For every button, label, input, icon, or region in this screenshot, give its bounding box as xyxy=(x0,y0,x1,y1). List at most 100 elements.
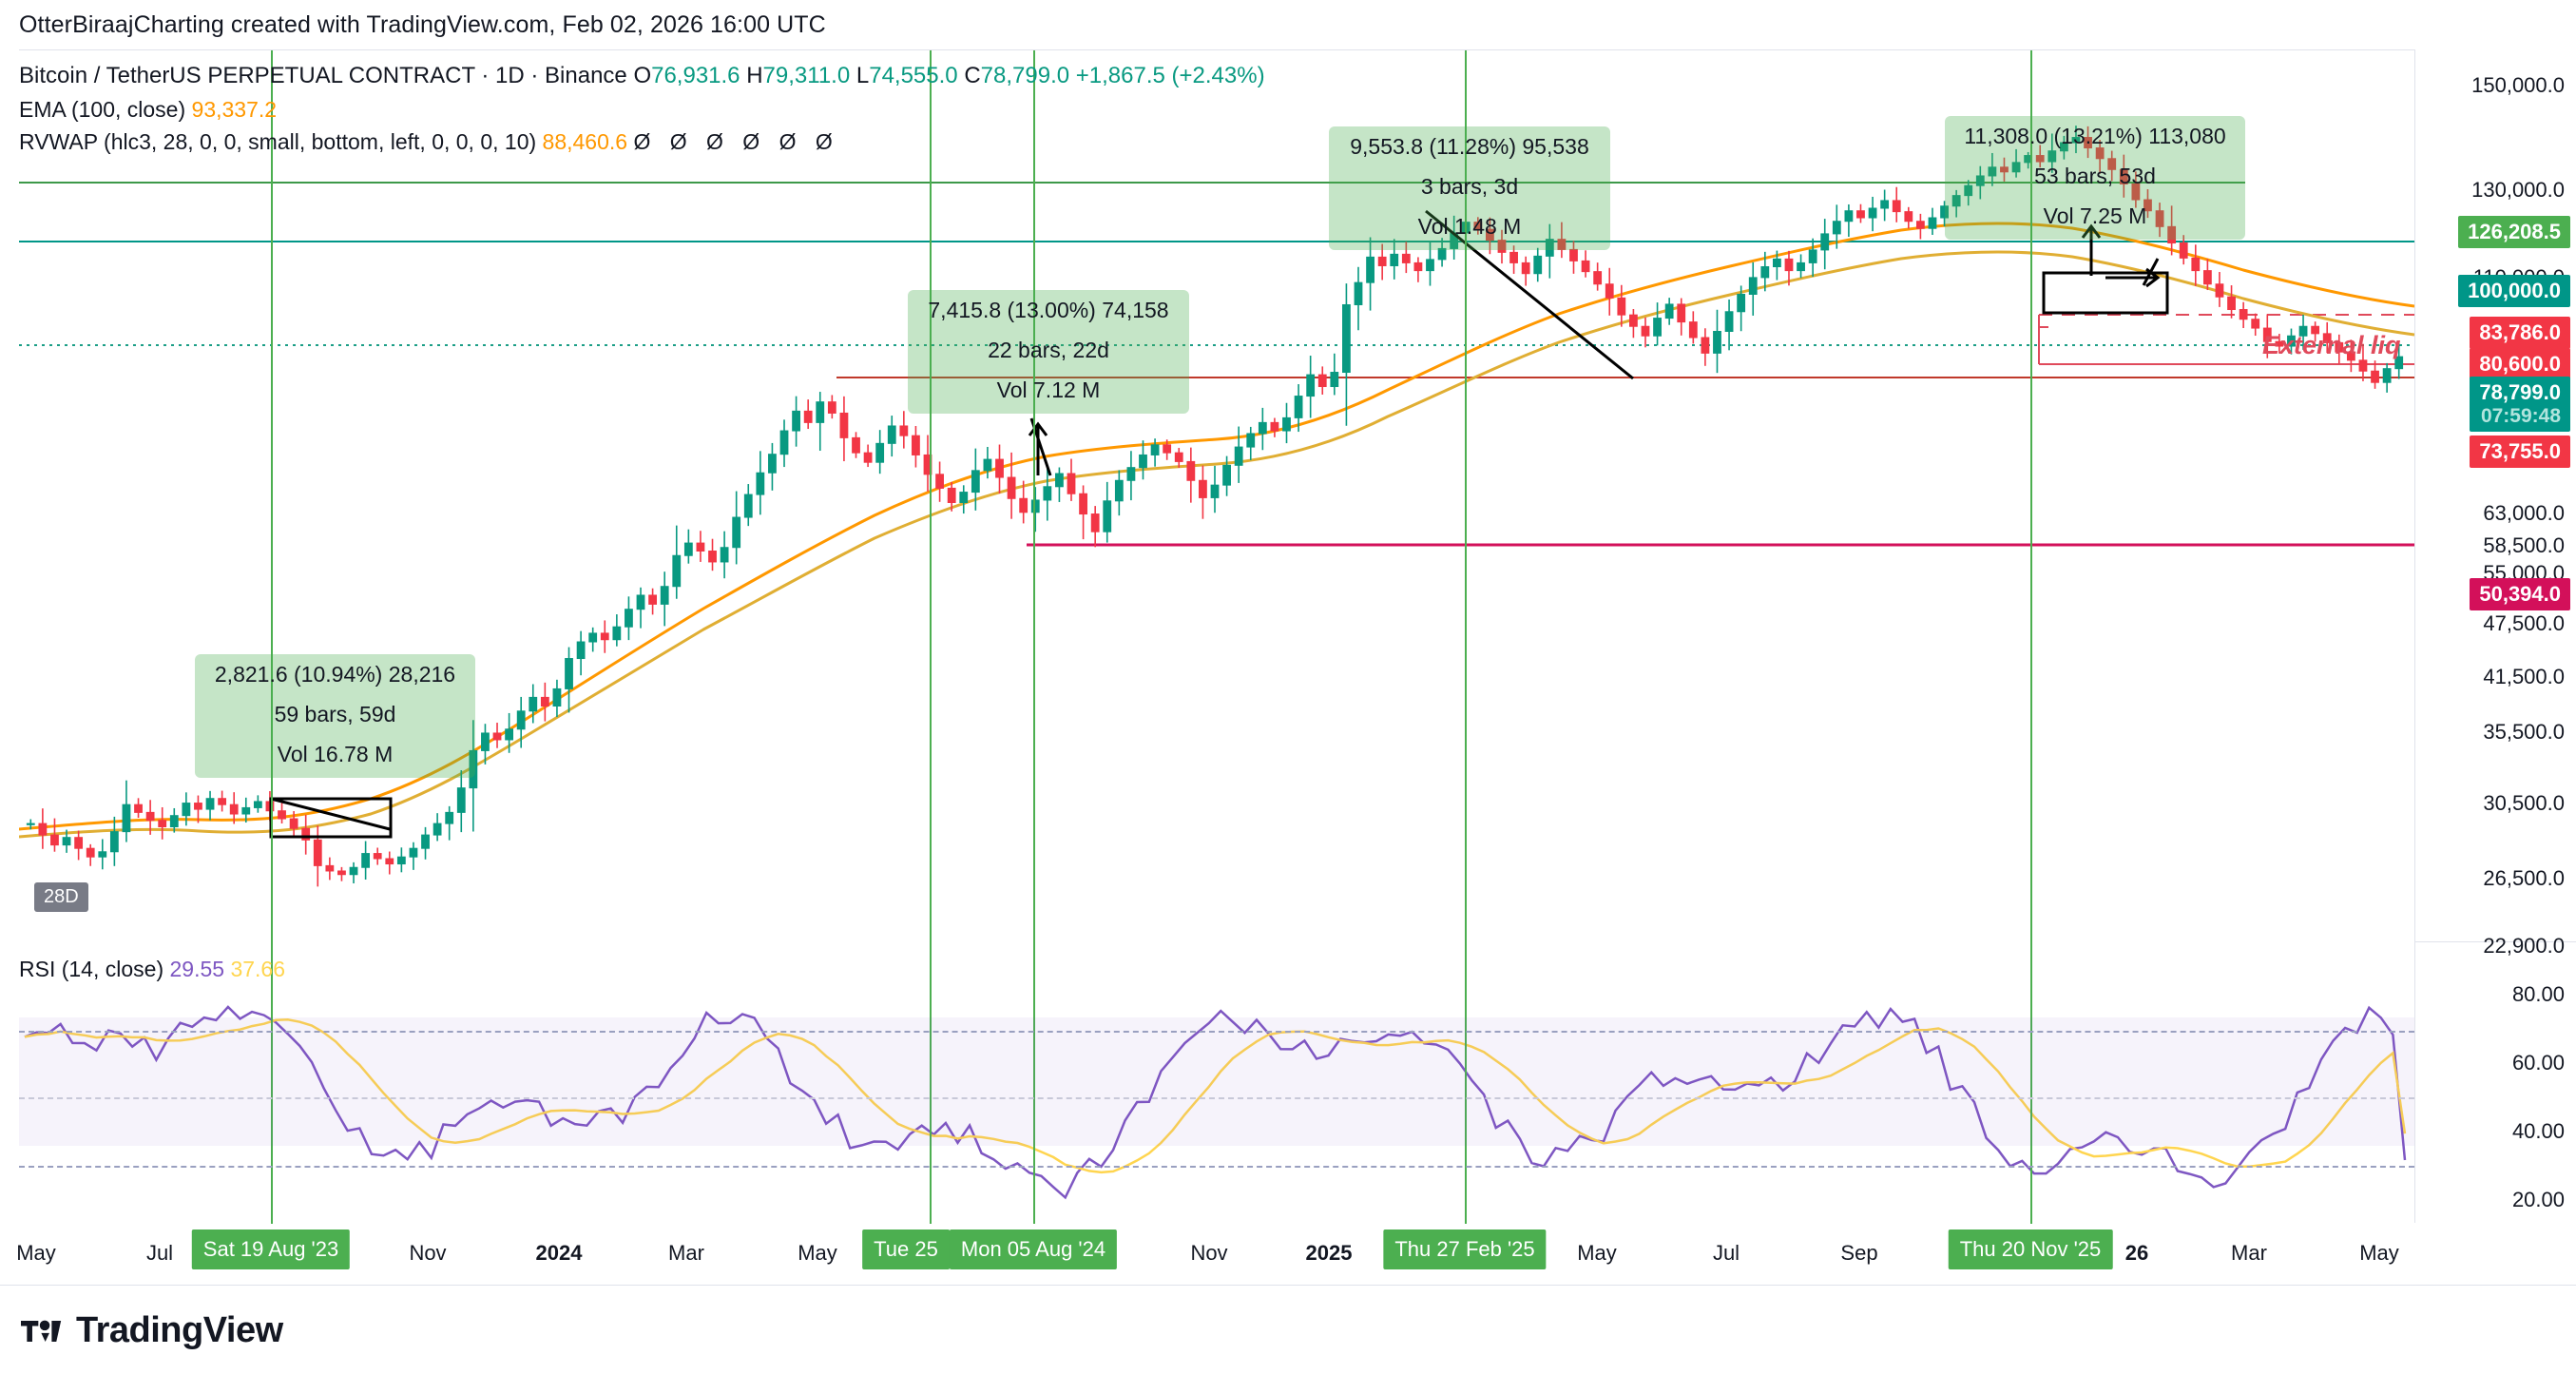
session-line-jun-2024 xyxy=(930,50,932,1224)
date-marker-tag[interactable]: Mon 05 Aug '24 xyxy=(949,1229,1118,1269)
rvwap-empty-values: Ø Ø Ø Ø Ø Ø xyxy=(633,129,839,154)
price-level-tag[interactable]: 50,394.0 xyxy=(2470,578,2570,610)
price-tick-label: 41,500.0 xyxy=(2483,665,2565,688)
measurement-bars: 59 bars, 59d xyxy=(274,702,396,726)
legend-change-percent: (+2.43%) xyxy=(1171,63,1265,88)
measurement-delta: 2,821.6 (10.94%) 28,216 xyxy=(214,662,456,687)
measurement-box[interactable]: 2,821.6 (10.94%) 28,216 59 bars, 59d Vol 1… xyxy=(195,654,475,778)
rsi-tick-label: 80.00 xyxy=(2511,982,2565,1006)
arrow-up-2 xyxy=(2081,223,2102,276)
date-marker-tag[interactable]: Tue 25 xyxy=(862,1229,950,1269)
chart-frame[interactable] xyxy=(19,49,2414,1223)
measurement-volume: Vol 7.12 M xyxy=(996,378,1101,402)
measurement-box[interactable]: 11,308.0 (13.21%) 113,080 53 bars, 53d Vol… xyxy=(1945,116,2245,240)
rsi-line xyxy=(24,1005,2407,1200)
ema-100-line xyxy=(19,222,2414,831)
date-tick-label: May xyxy=(1577,1241,1617,1265)
rsi-tick-label: 60.00 xyxy=(2511,1051,2565,1075)
date-tick-label: Nov xyxy=(409,1241,447,1265)
price-tick-label: 47,500.0 xyxy=(2483,611,2565,635)
price-tick-label: 58,500.0 xyxy=(2483,533,2565,557)
legend-low-value: 74,555.0 xyxy=(869,63,958,88)
price-tick-label: 35,500.0 xyxy=(2483,720,2565,744)
measurement-volume: Vol 16.78 M xyxy=(277,742,394,766)
price-tick-label: 26,500.0 xyxy=(2483,866,2565,890)
external-liquidity-label: External liq xyxy=(2262,331,2401,359)
rsi-ma-value: 37.66 xyxy=(230,957,286,981)
legend-close-label: C xyxy=(964,63,981,88)
rsi-title[interactable]: RSI (14, close) xyxy=(19,957,164,981)
ema-title[interactable]: EMA (100, close) xyxy=(19,97,186,122)
measure-rect-2 xyxy=(2042,271,2169,315)
date-tick-label: May xyxy=(16,1241,56,1265)
rvwap-title[interactable]: RVWAP (hlc3, 28, 0, 0, small, bottom, le… xyxy=(19,129,537,154)
date-tick-label: 26 xyxy=(2124,1241,2149,1265)
date-tick-label: 2024 xyxy=(535,1241,583,1265)
rvwap-value: 88,460.6 xyxy=(542,129,628,154)
price-tick-label: 130,000.0 xyxy=(2471,178,2565,202)
rsi-value: 29.55 xyxy=(169,957,225,981)
measurement-delta: 9,553.8 (11.28%) 95,538 xyxy=(1350,134,1589,159)
date-marker-tag[interactable]: Thu 20 Nov '25 xyxy=(1948,1229,2113,1269)
date-axis[interactable]: May Jul Nov 2024 Mar May Nov 2025 May Jul Sep 26 Mar… xyxy=(0,1224,2576,1286)
legend-open-label: O xyxy=(633,63,652,88)
current-price-value: 78,799.0 xyxy=(2479,380,2561,404)
timeframe-badge[interactable]: 28D xyxy=(34,882,88,912)
legend-ema-row: EMA (100, close) 93,337.2 xyxy=(19,93,1265,126)
chart-legend: Bitcoin / TetherUS PERPETUAL CONTRACT · … xyxy=(19,59,1265,158)
date-marker-tag[interactable]: Thu 27 Feb '25 xyxy=(1383,1229,1547,1269)
measurement-bars: 53 bars, 53d xyxy=(2034,164,2156,188)
price-level-tag[interactable]: 126,208.5 xyxy=(2458,216,2570,248)
arrow-tick xyxy=(2142,258,2160,286)
tradingview-brand: TradingView xyxy=(21,1310,283,1351)
rvwap-line xyxy=(19,250,2414,839)
rsi-tick-label: 20.00 xyxy=(2511,1188,2565,1211)
current-price-tag[interactable]: 78,799.0 07:59:48 xyxy=(2470,377,2570,432)
price-tick-label: 30,500.0 xyxy=(2483,791,2565,815)
tradingview-brand-name: TradingView xyxy=(76,1310,283,1350)
measurement-volume: Vol 1.48 M xyxy=(1417,214,1522,239)
rsi-lower-band xyxy=(19,1166,2414,1168)
price-level-tag[interactable]: 80,600.0 xyxy=(2470,348,2570,380)
price-level-tag[interactable]: 73,755.0 xyxy=(2470,436,2570,468)
rsi-upper-band xyxy=(19,1031,2414,1033)
legend-symbol[interactable]: Bitcoin / TetherUS PERPETUAL CONTRACT · … xyxy=(19,63,627,88)
price-level-tag[interactable]: 100,000.0 xyxy=(2458,275,2570,307)
countdown-timer: 07:59:48 xyxy=(2480,405,2561,427)
date-tick-label: May xyxy=(798,1241,837,1265)
rsi-legend: RSI (14, close) 29.55 37.66 xyxy=(19,953,285,985)
rsi-ma-line xyxy=(24,1018,2407,1174)
rsi-mid-band xyxy=(19,1097,2414,1099)
session-line-nov-2025 xyxy=(2030,50,2032,1224)
axis-divider xyxy=(2414,941,2576,942)
session-line-aug-2023 xyxy=(271,50,273,1224)
price-level-tag[interactable]: 83,786.0 xyxy=(2470,317,2570,349)
price-tick-label: 150,000.0 xyxy=(2471,73,2565,97)
watermark-text: OtterBiraajCharting created with Trading… xyxy=(19,11,826,38)
legend-rvwap-row: RVWAP (hlc3, 28, 0, 0, small, bottom, le… xyxy=(19,126,1265,158)
arrow-up-1 xyxy=(1028,421,1048,475)
date-marker-tag[interactable]: Sat 19 Aug '23 xyxy=(191,1229,351,1269)
date-tick-label: Nov xyxy=(1190,1241,1228,1265)
date-tick-label: Mar xyxy=(668,1241,704,1265)
date-tick-label: Sep xyxy=(1840,1241,1878,1265)
legend-main-row: Bitcoin / TetherUS PERPETUAL CONTRACT · … xyxy=(19,59,1265,93)
legend-open-value: 76,931.6 xyxy=(651,63,740,88)
price-axis[interactable] xyxy=(2414,49,2576,1223)
session-line-feb-2025 xyxy=(1465,50,1467,1224)
measurement-box[interactable]: 7,415.8 (13.00%) 74,158 22 bars, 22d Vol 7… xyxy=(908,290,1189,414)
legend-high-value: 79,311.0 xyxy=(762,63,851,88)
measurement-bars: 22 bars, 22d xyxy=(988,338,1109,362)
measurement-delta: 11,308.0 (13.21%) 113,080 xyxy=(1964,124,2226,148)
legend-change: +1,867.5 xyxy=(1075,63,1165,88)
legend-close-value: 78,799.0 xyxy=(980,63,1070,88)
price-tick-label: 63,000.0 xyxy=(2483,501,2565,525)
measurement-box[interactable]: 9,553.8 (11.28%) 95,538 3 bars, 3d Vol 1.4… xyxy=(1329,126,1610,250)
ema-value: 93,337.2 xyxy=(191,97,278,122)
legend-low-label: L xyxy=(855,63,870,88)
rsi-band xyxy=(19,1017,2414,1146)
date-tick-label: Jul xyxy=(1712,1241,1740,1265)
rsi-tick-label: 40.00 xyxy=(2511,1119,2565,1143)
measurement-bars: 3 bars, 3d xyxy=(1420,174,1519,199)
trendline-3 xyxy=(270,797,391,831)
